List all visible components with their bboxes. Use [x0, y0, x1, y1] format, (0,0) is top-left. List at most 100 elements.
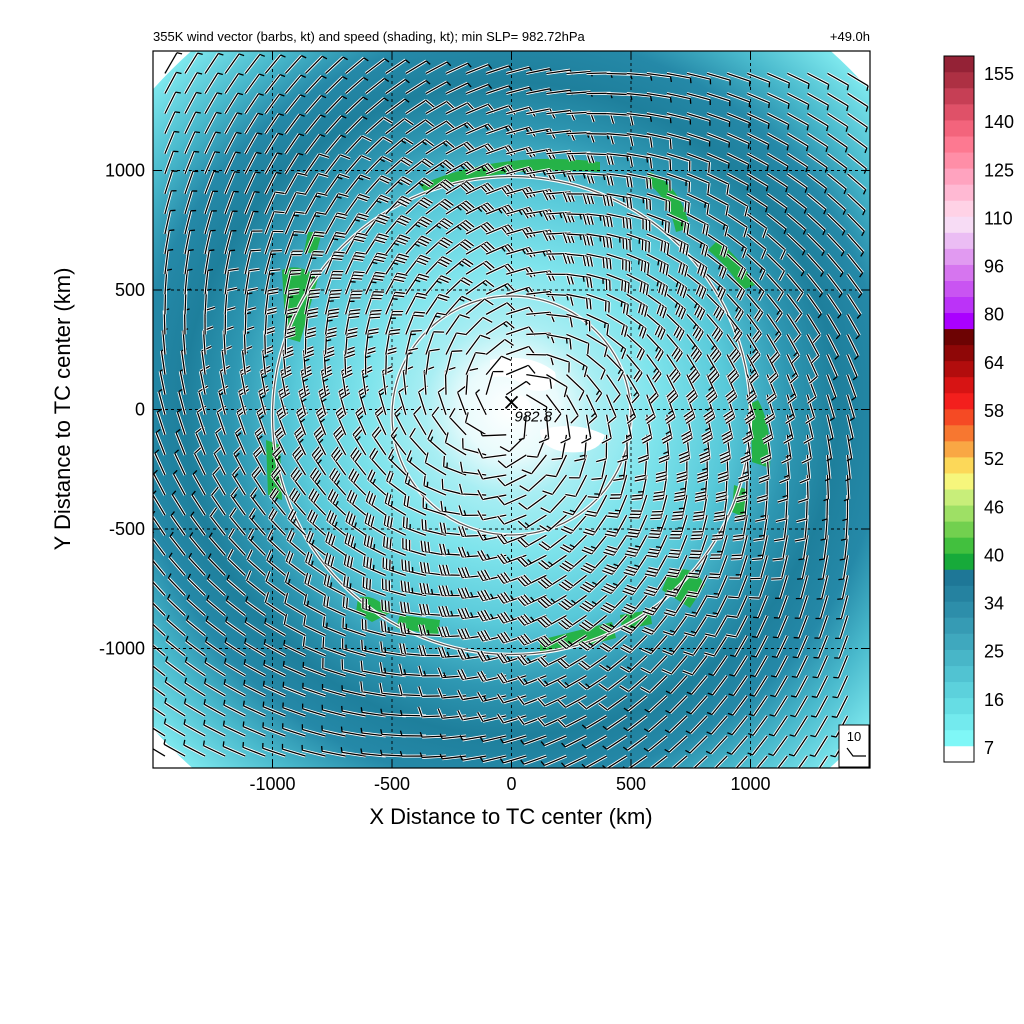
wind-barb	[203, 229, 216, 255]
wind-barb	[423, 452, 447, 477]
colorbar-tick-label: 96	[984, 257, 1004, 277]
wind-barb	[766, 192, 788, 214]
wind-barb	[726, 72, 751, 87]
wind-barb	[266, 528, 287, 557]
colorbar-segment	[944, 729, 974, 747]
wind-barb	[806, 333, 821, 365]
wind-barb	[846, 192, 867, 216]
wind-barb	[205, 615, 227, 637]
wind-barb	[826, 374, 838, 401]
wind-barb	[605, 292, 630, 316]
wind-barb	[384, 195, 413, 216]
wind-barb	[562, 494, 588, 517]
wind-barb	[678, 434, 691, 465]
wind-barb	[364, 96, 389, 115]
wind-barb	[499, 754, 527, 765]
wind-barb	[288, 487, 307, 517]
wind-barb	[419, 752, 447, 759]
wind-barb	[186, 594, 207, 617]
wind-barb	[379, 620, 407, 638]
wind-barb	[183, 170, 199, 195]
wind-barb	[626, 272, 650, 296]
wind-barb	[230, 486, 247, 517]
wind-barb	[645, 333, 665, 362]
wind-barb	[206, 574, 227, 597]
wind-barb	[788, 735, 809, 757]
colorbar-tick-label: 155	[984, 64, 1014, 84]
barb-reference-key: 10	[838, 724, 870, 768]
wind-barb	[304, 152, 330, 175]
wind-barb	[585, 333, 609, 358]
wind-barb	[163, 71, 182, 95]
wind-barb	[405, 118, 435, 135]
wind-barb	[826, 253, 845, 278]
wind-barb	[846, 233, 865, 257]
wind-barb	[698, 434, 712, 465]
wind-barb	[304, 269, 323, 295]
wind-barb	[602, 734, 628, 751]
wind-barb	[307, 487, 327, 517]
wind-barb	[706, 714, 729, 736]
wind-barb	[711, 514, 729, 541]
wind-barb	[586, 272, 612, 291]
wind-barb	[766, 92, 790, 109]
wind-barb	[223, 306, 236, 335]
x-tick-label: 500	[616, 774, 646, 794]
wind-barb	[725, 353, 740, 385]
wind-barb	[284, 171, 308, 195]
wind-barb	[812, 655, 829, 679]
wind-barb	[264, 152, 283, 175]
wind-barb	[536, 694, 568, 708]
wind-barb	[746, 152, 769, 171]
wind-barb	[620, 614, 648, 635]
wind-barb	[846, 132, 868, 154]
wind-barb	[360, 618, 387, 638]
wind-barb	[303, 307, 319, 335]
wind-barb	[540, 494, 568, 514]
wind-barb	[790, 675, 809, 698]
wind-barb	[605, 394, 618, 425]
wind-barb	[264, 54, 286, 75]
colorbar-segment	[944, 216, 974, 233]
colorbar-segment	[944, 601, 974, 618]
colorbar-segment	[944, 376, 974, 394]
wind-barb	[837, 575, 849, 600]
wind-barb	[806, 152, 828, 173]
wind-barb	[363, 512, 387, 537]
wind-barb	[580, 414, 593, 445]
wind-barb	[203, 52, 224, 75]
wind-barb	[706, 694, 729, 716]
wind-barb	[303, 326, 317, 355]
wind-barb	[465, 279, 495, 296]
wind-barb	[264, 618, 287, 637]
wind-barb	[705, 594, 729, 619]
wind-barb	[399, 601, 427, 618]
wind-barb	[496, 533, 527, 546]
wind-barb	[726, 735, 749, 756]
wind-barb	[284, 113, 305, 135]
wind-barb	[485, 301, 516, 316]
wind-barb	[380, 599, 407, 617]
wind-barb	[685, 313, 705, 342]
wind-barb	[606, 252, 632, 272]
wind-barb	[806, 72, 830, 90]
wind-barb	[713, 755, 729, 768]
wind-barb	[263, 659, 287, 678]
colorbar-segment	[944, 713, 974, 731]
wind-barb	[846, 333, 860, 360]
wind-barb	[621, 594, 648, 616]
wind-barb	[272, 445, 287, 476]
wind-barb	[248, 507, 267, 537]
wind-barb	[605, 353, 625, 382]
wind-barb	[187, 552, 207, 577]
wind-barb	[262, 701, 286, 718]
wind-barb	[786, 212, 807, 235]
wind-barb	[520, 754, 547, 766]
wind-barb	[153, 552, 167, 577]
wind-barb	[665, 694, 688, 714]
wind-barb	[384, 117, 414, 135]
colorbar-segment	[944, 553, 974, 570]
wind-barb	[747, 715, 769, 737]
wind-barb	[750, 654, 769, 678]
colorbar-segment	[944, 697, 974, 715]
